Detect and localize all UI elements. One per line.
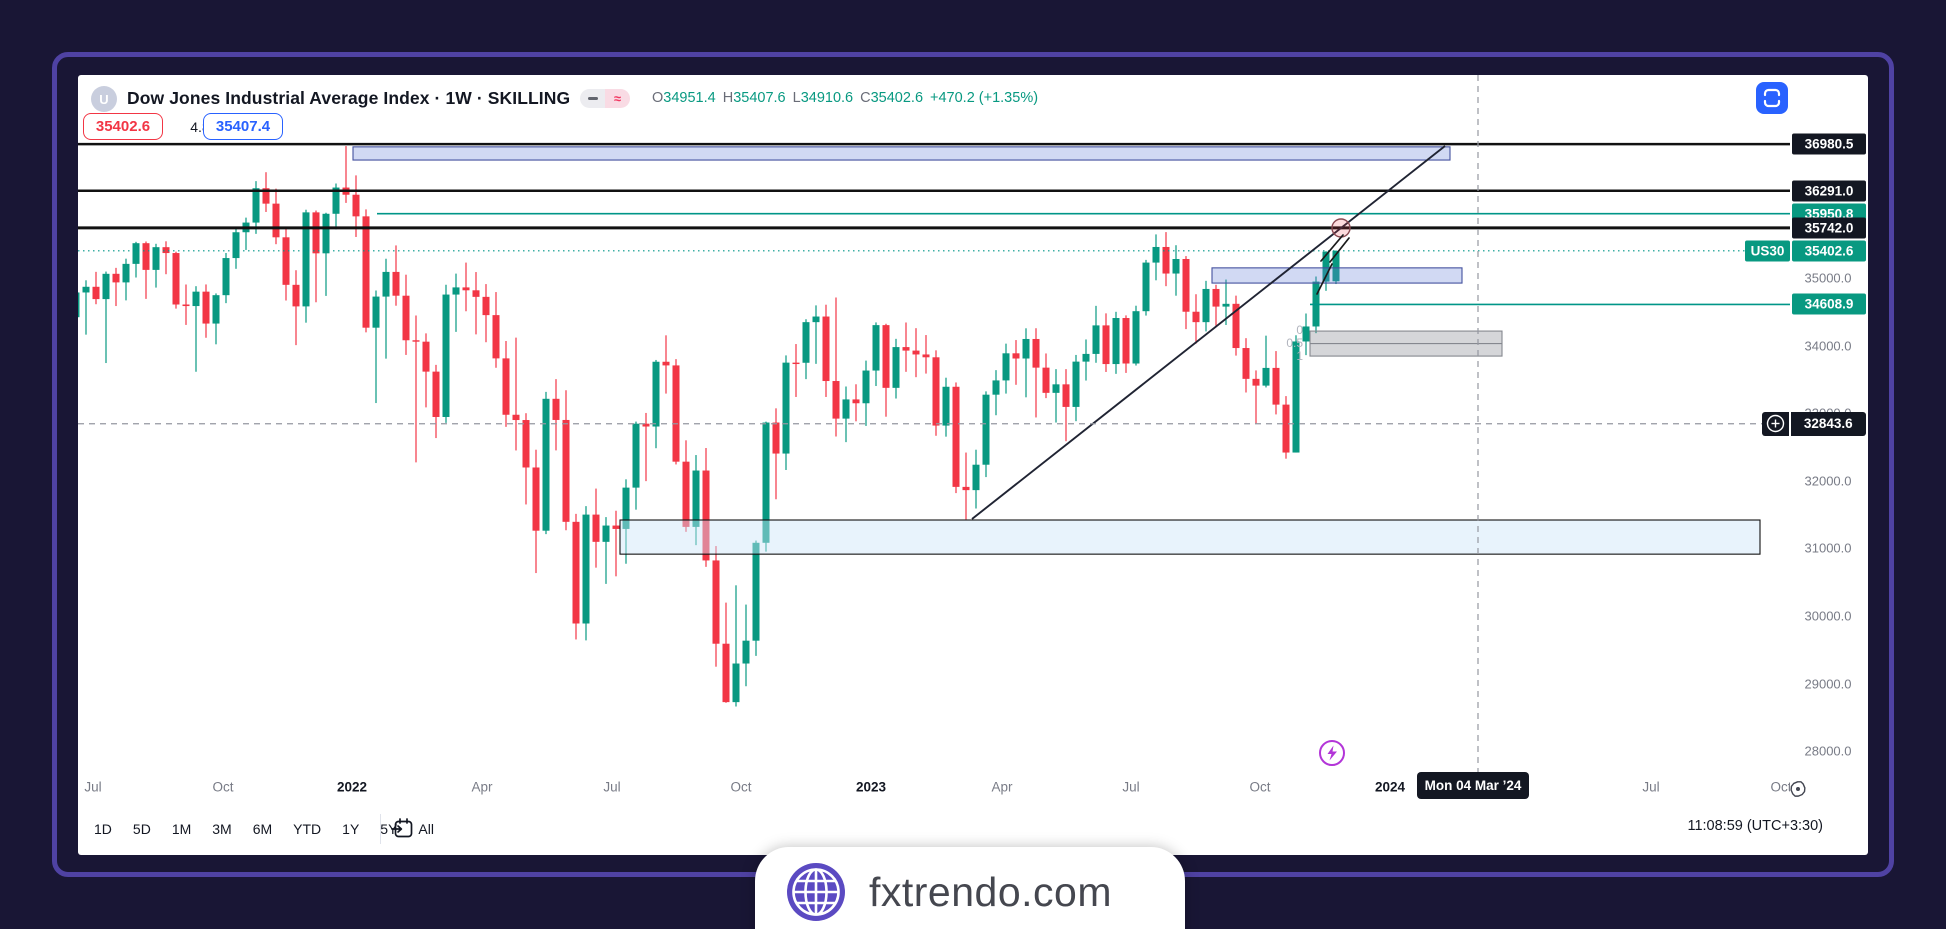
time-axis-tick: Apr bbox=[991, 779, 1013, 795]
go-to-date-button[interactable] bbox=[391, 817, 415, 841]
range-button-1y[interactable]: 1Y bbox=[342, 821, 360, 837]
lightning-icon bbox=[1319, 740, 1345, 766]
time-axis-tick: Oct bbox=[1249, 779, 1271, 795]
time-scale[interactable]: Jul Oct 2022 Apr Jul Oct 2023 Apr Jul Oct 2024 Jul O… bbox=[78, 770, 1790, 806]
frame-icon bbox=[1763, 88, 1781, 108]
minus-icon bbox=[580, 89, 605, 108]
range-button-3m[interactable]: 3M bbox=[212, 821, 232, 837]
approx-icon: ≈ bbox=[605, 89, 630, 108]
screenshot-button[interactable] bbox=[1756, 82, 1788, 114]
range-toolbar: 1D 5D 1M 3M 6M YTD 1Y 5Y All bbox=[88, 816, 440, 842]
range-button-6m[interactable]: 6M bbox=[252, 821, 273, 837]
ohlc-value: 34951.4 bbox=[663, 90, 716, 106]
ohlc-value: 35407.6 bbox=[733, 90, 786, 106]
ohlc-key: C bbox=[860, 90, 871, 106]
time-axis-tick: 2023 bbox=[855, 779, 887, 795]
range-button-ytd[interactable]: YTD bbox=[293, 821, 322, 837]
time-axis-tick: Oct bbox=[1770, 779, 1790, 795]
ohlc-key: L bbox=[792, 90, 801, 106]
time-axis-tick: Jul bbox=[84, 779, 102, 795]
ohlc-value: +470.2 (+1.35%) bbox=[930, 90, 1039, 106]
symbol-logo-letter: U bbox=[99, 91, 109, 107]
time-axis-tick: Oct bbox=[730, 779, 752, 795]
market-status-toggle[interactable]: ≈ bbox=[580, 89, 630, 108]
range-button-5d[interactable]: 5D bbox=[132, 821, 151, 837]
range-button-5y[interactable]: 5Y bbox=[380, 821, 398, 837]
time-axis-tick: Jul bbox=[1122, 779, 1140, 795]
ask-price-box[interactable]: 35407.4 bbox=[203, 113, 283, 140]
ohlc-key: H bbox=[722, 90, 734, 106]
market-boost-button[interactable] bbox=[1318, 739, 1346, 767]
range-button-all[interactable]: All bbox=[418, 821, 434, 837]
ohlc-value: 35402.6 bbox=[870, 90, 924, 106]
chart-panel bbox=[78, 75, 1868, 855]
time-axis-tick: 2022 bbox=[336, 779, 368, 795]
time-axis-tick: Jul bbox=[1642, 779, 1660, 795]
time-axis-tick: Apr bbox=[471, 779, 493, 795]
range-button-1m[interactable]: 1M bbox=[171, 821, 192, 837]
ohlc-value: 34910.6 bbox=[800, 90, 854, 106]
time-axis-tick: Jul bbox=[603, 779, 621, 795]
ohlc-readout: O34951.4 H35407.6 L34910.6 C35402.6 +470.2 (… bbox=[652, 90, 1045, 106]
symbol-title[interactable]: Dow Jones Industrial Average Index · 1W … bbox=[127, 88, 571, 108]
calendar-icon bbox=[391, 818, 413, 838]
globe-icon bbox=[787, 863, 845, 921]
fxtrendo-logo-text: fxtrendo.com bbox=[869, 868, 1112, 915]
fxtrendo-watermark: fxtrendo.com bbox=[755, 847, 1185, 929]
ohlc-key: O bbox=[652, 90, 664, 106]
toolbar-divider bbox=[380, 814, 381, 844]
time-axis-tick: 2024 bbox=[1374, 779, 1406, 795]
range-button-1d[interactable]: 1D bbox=[94, 821, 112, 837]
session-clock[interactable]: 11:08:59 (UTC+3:30) bbox=[1687, 818, 1823, 834]
gear-icon bbox=[1790, 781, 1806, 797]
bid-price-box[interactable]: 35402.6 bbox=[83, 113, 163, 140]
time-axis-settings-button[interactable] bbox=[1786, 777, 1810, 801]
symbol-logo: U bbox=[91, 86, 117, 112]
crosshair-date-tooltip: Mon 04 Mar ’24 bbox=[1417, 772, 1529, 799]
time-axis-tick: Oct bbox=[212, 779, 234, 795]
